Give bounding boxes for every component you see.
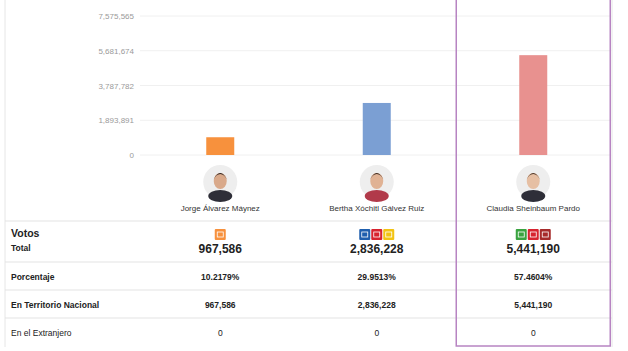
party-logo-detail [217, 232, 223, 237]
party-logo [516, 229, 527, 240]
row-label: Porcentaje [11, 272, 55, 282]
row-separator [5, 290, 612, 291]
party-logo [528, 229, 539, 240]
party-logo-detail [530, 232, 536, 237]
table-cell: 5,441,190 [514, 300, 552, 310]
table-cell: 967,586 [205, 300, 236, 310]
party-logo-detail [518, 232, 524, 237]
table-cell: 10.2179% [201, 272, 240, 282]
y-tick-label: 3,787,782 [98, 82, 134, 91]
y-tick-label: 5,681,674 [98, 47, 134, 56]
table-cell: 5,441,190 [507, 242, 561, 256]
party-logo [540, 229, 551, 240]
table-cell: 0 [374, 328, 379, 338]
grid-line [140, 50, 612, 51]
table-cell: 2,836,228 [358, 300, 396, 310]
candidate-photo [360, 165, 394, 202]
y-tick-label: 0 [130, 151, 135, 160]
party-logo [359, 229, 370, 240]
table-cell: 0 [531, 328, 536, 338]
y-tick-label: 1,893,891 [98, 116, 134, 125]
table-cell: 0 [218, 328, 223, 338]
table-header: Votos [11, 227, 40, 239]
party-logo-detail [362, 232, 368, 237]
row-separator [5, 221, 612, 222]
x-tick-label: Bertha Xóchitl Gálvez Ruiz [329, 204, 424, 213]
party-logo [215, 229, 226, 240]
candidate-photo [203, 165, 237, 202]
bars [206, 55, 547, 155]
party-logo-detail [542, 232, 548, 237]
chart-svg: 0 1,893,891 3,787,782 5,681,674 7,575,565 Jor… [0, 0, 628, 351]
party-logo [371, 229, 382, 240]
row-label: Total [11, 243, 31, 253]
page: 0 1,893,891 3,787,782 5,681,674 7,575,565 Jor… [0, 0, 628, 351]
photo-hair [213, 173, 227, 180]
bar [519, 55, 547, 155]
y-tick-label: 7,575,565 [98, 12, 134, 21]
row-label: En el Extranjero [11, 328, 72, 338]
y-axis: 0 1,893,891 3,787,782 5,681,674 7,575,565 [98, 12, 612, 160]
party-logo-detail [386, 232, 392, 237]
row-separator [5, 262, 612, 263]
photo-body [521, 190, 545, 202]
photo-hair [370, 173, 384, 180]
bar [363, 103, 391, 155]
row-label: En Territorio Nacional [11, 300, 99, 310]
x-tick-label: Jorge Álvarez Máynez [181, 204, 260, 213]
candidate-photo [516, 165, 550, 202]
table-cell: 29.9513% [358, 272, 397, 282]
frame-line [5, 0, 6, 347]
table-cell: 967,586 [199, 242, 243, 256]
photo-face [370, 173, 383, 189]
party-logo-detail [374, 232, 380, 237]
x-tick-label: Claudia Sheinbaum Pardo [487, 204, 581, 213]
table-cell: 2,836,228 [350, 242, 404, 256]
photo-face [214, 173, 227, 189]
table-cell: 57.4604% [514, 272, 553, 282]
bar [206, 137, 234, 155]
row-separator [5, 318, 612, 319]
grid-line [140, 16, 612, 17]
photo-hair [526, 173, 540, 180]
highlight-frame [456, 0, 610, 346]
party-logo [383, 229, 394, 240]
photo-face [527, 173, 540, 189]
photo-body [365, 190, 389, 202]
photo-body [208, 190, 232, 202]
frame-line [612, 0, 613, 347]
